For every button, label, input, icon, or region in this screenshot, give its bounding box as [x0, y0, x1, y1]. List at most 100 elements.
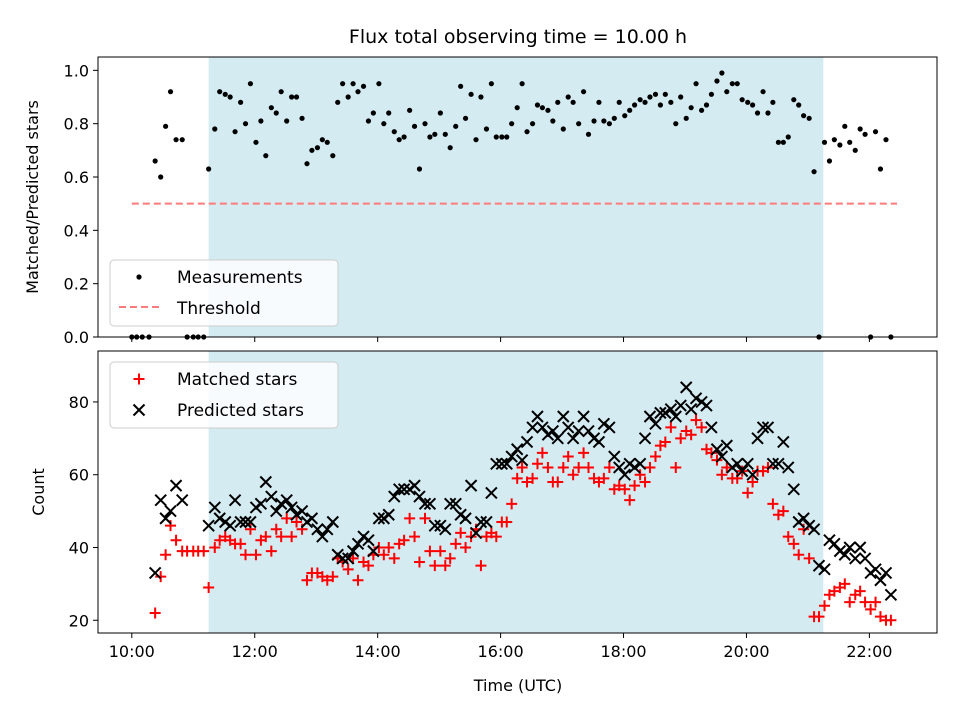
- predicted-star-point: [741, 457, 754, 471]
- predicted-star-point: [853, 541, 867, 554]
- matched-star-point: [170, 534, 182, 546]
- measurement-point: [324, 139, 330, 145]
- measurement-point: [534, 102, 541, 108]
- matched-star-point: [439, 560, 451, 572]
- measurement-point: [314, 145, 321, 151]
- measurement-point: [381, 121, 387, 127]
- matched-star-point: [501, 516, 513, 528]
- predicted-star-point: [551, 432, 564, 445]
- predicted-star-point: [148, 566, 162, 580]
- measurement-point: [877, 166, 884, 172]
- bottom-y-axis-label: Count: [29, 468, 48, 516]
- matched-star-point: [511, 472, 523, 484]
- predicted-star-point: [772, 457, 785, 471]
- measurement-point: [627, 107, 633, 113]
- measurement-point: [565, 94, 571, 100]
- matched-star-point: [874, 611, 886, 623]
- measurement-point: [780, 139, 786, 145]
- matched-star-point: [562, 451, 574, 463]
- matched-star-point: [819, 600, 831, 612]
- predicted-star-point: [731, 457, 744, 471]
- x-tick-label: 10:00: [109, 642, 155, 661]
- matched-star-point: [675, 432, 687, 444]
- measurement-point: [458, 83, 464, 89]
- predicted-star-point: [536, 421, 549, 434]
- predicted-star-point: [274, 497, 288, 511]
- measurement-point: [791, 97, 797, 103]
- predicted-star-point: [746, 468, 759, 481]
- predicted-star-point: [423, 497, 437, 511]
- matched-star-point: [839, 578, 851, 590]
- predicted-star-point: [295, 504, 309, 518]
- measurement-point: [514, 105, 520, 111]
- predicted-star-point: [480, 515, 493, 529]
- predicted-star-point: [305, 512, 319, 525]
- predicted-star-point: [700, 399, 713, 412]
- matched-star-point: [644, 461, 656, 473]
- predicted-star-point: [603, 421, 616, 434]
- measurement-point: [622, 113, 628, 119]
- measurement-point: [673, 121, 679, 127]
- measurement-point: [227, 94, 233, 100]
- predicted-star-point: [546, 424, 560, 438]
- predicted-star-point: [234, 515, 247, 529]
- predicted-star-point: [208, 501, 221, 514]
- matched-star-point: [813, 611, 825, 623]
- matched-star-point: [793, 549, 805, 561]
- predicted-star-point: [649, 417, 662, 430]
- measurement-point: [842, 123, 848, 129]
- matched-star-point: [155, 571, 167, 583]
- measurement-point: [345, 94, 351, 100]
- measurement-point: [247, 81, 254, 87]
- predicted-star-point: [159, 512, 172, 525]
- measurement-point: [606, 121, 612, 127]
- measurement-point: [411, 123, 418, 129]
- legend-marker-measurements: [136, 274, 142, 280]
- matched-star-point: [767, 498, 779, 510]
- matched-star-point: [696, 421, 708, 433]
- y-tick-label: 80: [69, 393, 89, 412]
- predicted-star-point: [562, 421, 575, 434]
- matched-star-point: [527, 472, 539, 484]
- matched-star-point: [705, 447, 717, 459]
- measurement-point: [657, 102, 664, 108]
- matched-star-point: [490, 531, 502, 543]
- matched-star-point: [413, 556, 425, 568]
- measurement-point: [447, 145, 453, 151]
- matched-star-point: [659, 436, 671, 448]
- measurement-point: [427, 134, 433, 140]
- predicted-star-point: [367, 544, 380, 558]
- predicted-star-point: [213, 512, 226, 525]
- matched-star-point: [281, 512, 293, 524]
- measurement-point: [668, 99, 674, 105]
- predicted-star-point: [265, 490, 278, 503]
- matched-star-point: [685, 429, 697, 441]
- matched-star-point: [649, 451, 661, 463]
- top-y-axis-label: Matched/Predicted stars: [23, 100, 42, 294]
- legend-label-matched: Matched stars: [177, 370, 297, 390]
- predicted-star-point: [228, 493, 242, 507]
- measurement-point: [478, 94, 484, 100]
- measurement-point: [319, 137, 325, 143]
- measurement-point: [683, 115, 689, 121]
- matched-star-point: [301, 574, 313, 586]
- measurement-point: [499, 134, 505, 140]
- matched-star-point: [721, 461, 733, 473]
- measurement-point: [750, 102, 756, 108]
- measurement-point: [473, 137, 479, 143]
- legend-label-predicted: Predicted stars: [177, 401, 304, 421]
- predicted-star-point: [828, 537, 841, 551]
- matched-star-point: [828, 585, 840, 597]
- measurement-point: [163, 123, 169, 129]
- predicted-star-point: [638, 432, 652, 445]
- legend-label-threshold: Threshold: [176, 299, 261, 319]
- measurement-point: [253, 139, 259, 145]
- predicted-star-point: [510, 443, 524, 456]
- matched-star-point: [275, 531, 287, 543]
- measurement-point: [734, 81, 740, 87]
- matched-star-point: [160, 549, 172, 561]
- measurement-point: [883, 137, 889, 143]
- measurement-point: [529, 121, 536, 127]
- top-axes-frame: [97, 56, 938, 338]
- measurement-point: [509, 121, 515, 127]
